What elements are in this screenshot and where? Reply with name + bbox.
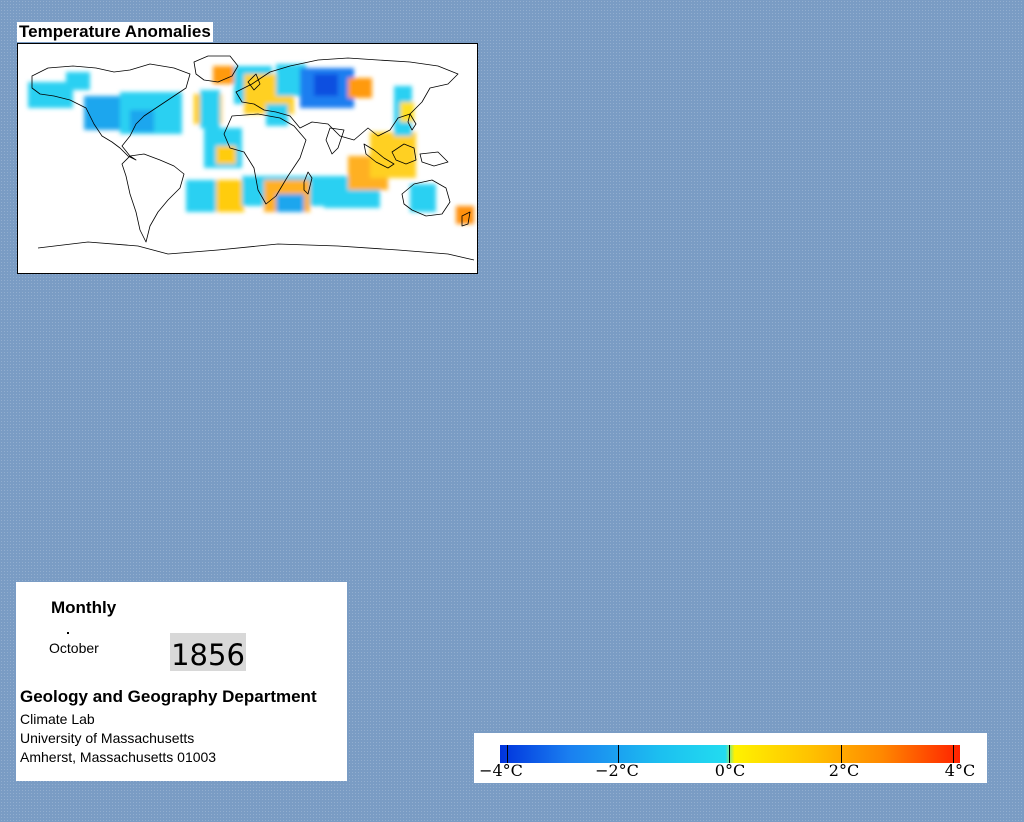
anomaly-layer <box>28 64 474 224</box>
color-scale-bar <box>500 745 960 763</box>
legend-tick <box>953 745 954 763</box>
year-display: 1856 <box>170 633 246 672</box>
address-line: Amherst, Massachusetts 01003 <box>20 749 217 765</box>
anomaly-map-svg <box>28 55 475 261</box>
dot-marker <box>67 632 69 634</box>
legend-tick <box>507 745 508 763</box>
legend-label-low: −2°C <box>595 761 639 780</box>
legend-tick <box>841 745 842 763</box>
university-name: University of Massachusetts <box>20 730 195 746</box>
lab-name: Climate Lab <box>20 711 95 727</box>
legend-tick <box>729 745 730 763</box>
legend-label-max: 4°C <box>944 761 976 780</box>
map-title: Temperature Anomalies <box>17 22 213 42</box>
legend-label-min: −4°C <box>479 761 523 780</box>
legend-label-high: 2°C <box>828 761 860 780</box>
legend-tick <box>618 745 619 763</box>
legend-label-zero: 0°C <box>714 761 746 780</box>
coastlines <box>31 55 475 261</box>
period-label: Monthly <box>51 598 117 617</box>
month-label: October <box>49 640 99 656</box>
info-panel: Monthly October 1856 Geology and Geograp… <box>16 582 347 781</box>
world-map <box>17 43 478 274</box>
color-legend: −4°C −2°C 0°C 2°C 4°C <box>474 733 987 783</box>
department-name: Geology and Geography Department <box>20 687 317 706</box>
